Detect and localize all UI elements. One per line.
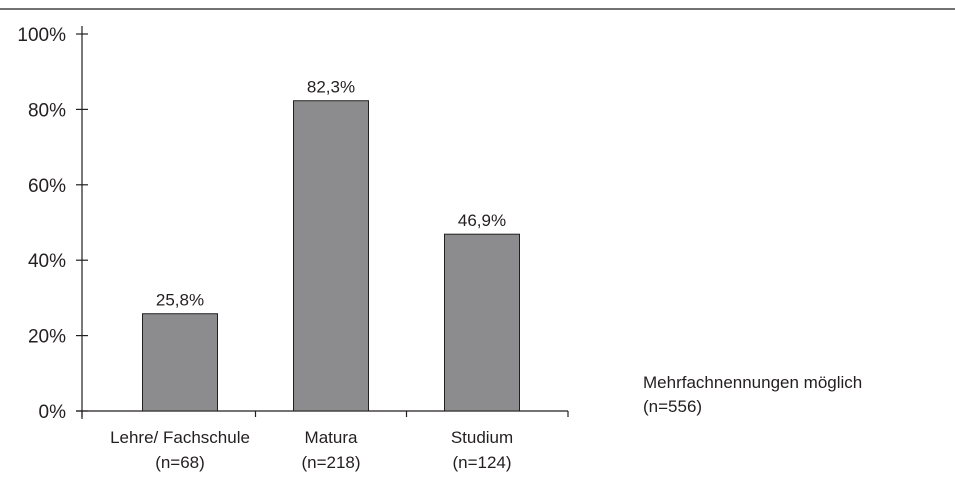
category-n-label: (n=124) xyxy=(452,453,511,472)
y-tick-label: 60% xyxy=(28,176,66,197)
note-line-2: (n=556) xyxy=(643,397,702,416)
y-tick-label: 40% xyxy=(28,251,66,272)
data-label: 46,9% xyxy=(458,211,506,230)
y-tick-label: 20% xyxy=(28,327,66,348)
category-n-label: (n=218) xyxy=(301,453,360,472)
category-label: Lehre/ Fachschule xyxy=(110,428,250,447)
y-tick-label: 80% xyxy=(28,100,66,121)
y-tick-label: 100% xyxy=(17,25,66,46)
category-n-label: (n=68) xyxy=(155,453,205,472)
category-label: Matura xyxy=(305,428,358,447)
bar xyxy=(444,233,520,412)
y-tick-label: 0% xyxy=(39,402,67,423)
bar xyxy=(142,313,218,412)
labels: 25,8% Lehre/ Fachschule (n=68) 82,3% Matura (… xyxy=(110,78,513,472)
category-label: Studium xyxy=(451,428,513,447)
data-label: 25,8% xyxy=(156,291,204,310)
note-line-1: Mehrfachnennungen möglich xyxy=(643,373,862,392)
bar xyxy=(293,100,369,412)
data-label: 82,3% xyxy=(307,78,355,97)
bars xyxy=(142,100,520,412)
